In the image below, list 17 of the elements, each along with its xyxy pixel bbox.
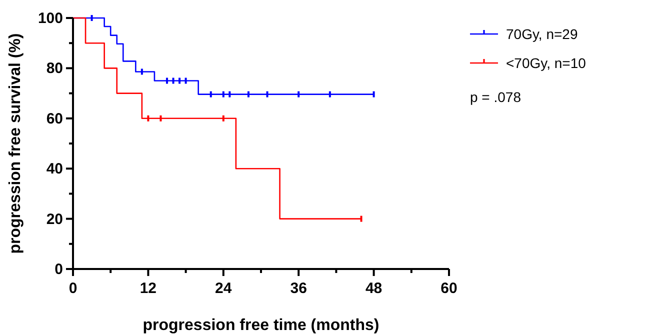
y-axis-title: progression free survival (%) (7, 33, 24, 254)
legend-label: 70Gy, n=29 (506, 26, 578, 42)
x-tick-label: 60 (440, 280, 458, 297)
x-tick-label: 36 (290, 280, 307, 297)
x-tick-label: 12 (140, 280, 157, 297)
x-tick-label: 0 (68, 280, 78, 297)
y-tick-label: 40 (46, 160, 63, 178)
y-tick-label: 80 (46, 60, 63, 78)
y-tick-label: 100 (38, 10, 63, 27)
x-tick-label: 48 (365, 280, 382, 297)
x-axis-title: progression free time (months) (142, 317, 380, 334)
y-tick-label: 60 (46, 110, 63, 128)
legend-label: <70Gy, n=10 (506, 55, 586, 71)
y-tick-label: 20 (46, 210, 63, 228)
text: p = .078 (470, 89, 522, 105)
y-tick-label: 0 (54, 261, 63, 278)
x-tick-label: 24 (215, 280, 232, 297)
